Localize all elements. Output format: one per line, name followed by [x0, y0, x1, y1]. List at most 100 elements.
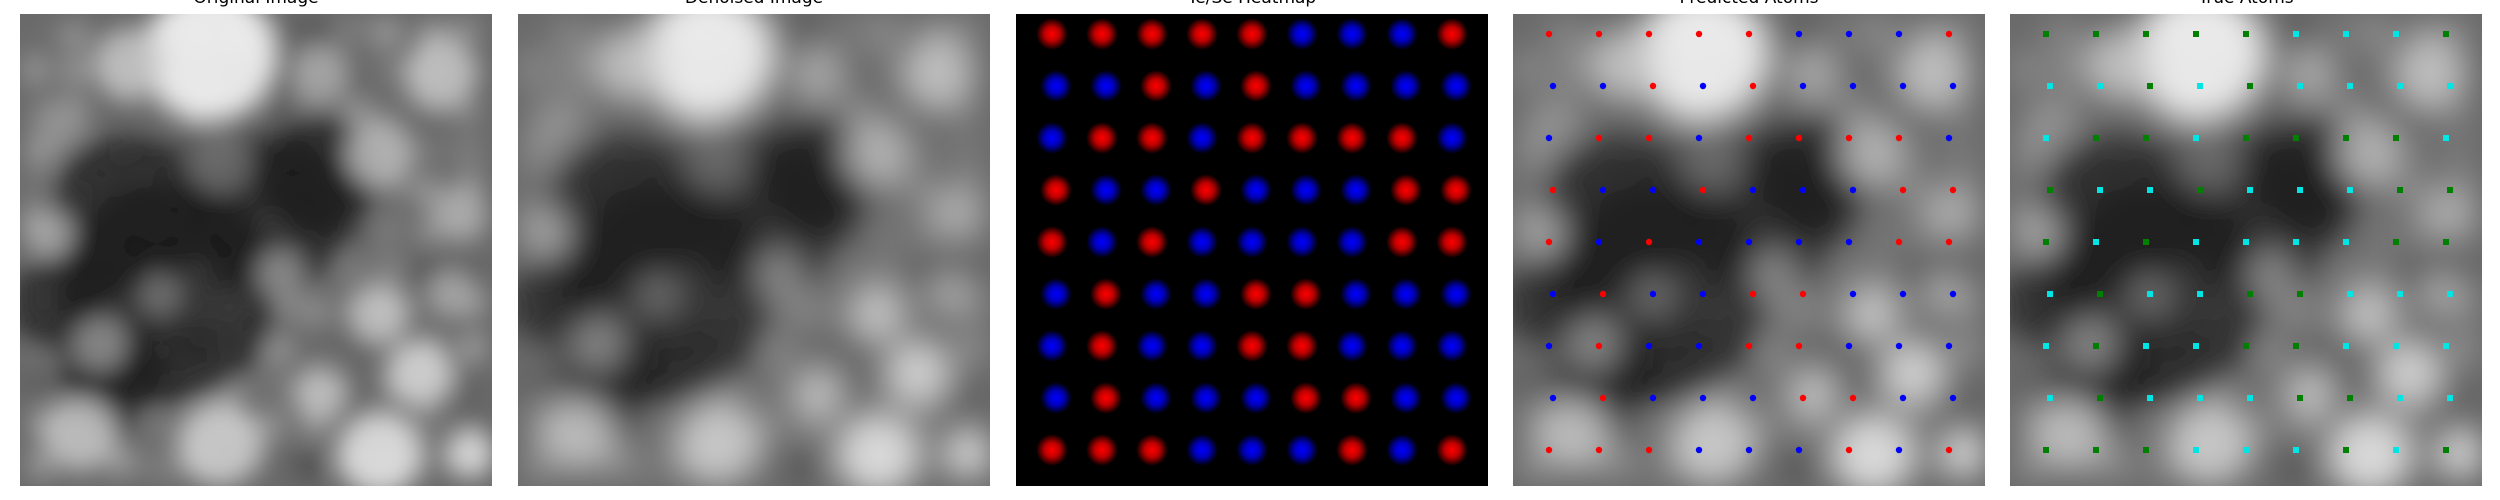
panel-te-se-heatmap: Te/Se Heatmap — [1016, 0, 1488, 500]
bright-region — [1831, 412, 1915, 486]
bright-region — [2340, 284, 2400, 344]
true-te-atom — [2043, 239, 2049, 245]
true-te-atom — [2447, 187, 2453, 193]
texture-spot — [519, 15, 552, 48]
texture-spot — [1865, 253, 1898, 286]
bright-region — [446, 430, 492, 478]
bright-region — [754, 250, 802, 298]
true-se-atom — [2097, 187, 2103, 193]
texture-spot — [448, 371, 481, 404]
true-se-atom — [2347, 187, 2353, 193]
se-peak — [1386, 18, 1418, 50]
predicted-se-atom — [1745, 238, 1753, 246]
texture-spot — [1634, 411, 1667, 444]
true-se-atom — [2397, 291, 2403, 297]
texture-spot — [1906, 403, 1939, 436]
texture-spot — [642, 451, 675, 484]
texture-spot — [335, 254, 368, 287]
texture-spot — [370, 214, 403, 247]
true-se-atom — [2397, 395, 2403, 401]
predicted-se-atom — [1549, 290, 1557, 298]
bright-region — [33, 97, 87, 151]
true-te-atom — [2343, 135, 2349, 141]
bright-region — [688, 134, 748, 194]
texture-spot — [759, 333, 792, 366]
true-te-atom — [2047, 187, 2053, 193]
te-peak — [1036, 18, 1068, 50]
true-te-atom — [2043, 31, 2049, 37]
predicted-te-atom — [1799, 394, 1807, 402]
te-peak — [1186, 18, 1218, 50]
bright-region — [404, 38, 476, 110]
true-te-atom — [2097, 291, 2103, 297]
image-texture — [20, 14, 492, 486]
texture-spot — [2360, 214, 2393, 247]
bright-region — [2084, 28, 2156, 100]
texture-spot — [2048, 20, 2081, 53]
bright-region — [350, 284, 410, 344]
se-peak — [1336, 330, 1368, 362]
panel-predicted-atoms: Predicted Atoms — [1513, 0, 1985, 500]
texture-spot — [2446, 331, 2479, 364]
predicted-te-atom — [1749, 290, 1757, 298]
se-peak — [1136, 330, 1168, 362]
bright-region — [94, 28, 166, 100]
bright-region — [2436, 430, 2482, 478]
texture-spot — [25, 448, 58, 481]
bright-region — [1919, 270, 1967, 318]
bright-region — [2023, 97, 2077, 151]
bright-region — [2063, 317, 2117, 371]
predicted-se-atom — [1945, 134, 1953, 142]
bright-region — [1637, 14, 1769, 120]
texture-spot — [412, 135, 445, 168]
te-peak — [1140, 70, 1172, 102]
texture-spot — [1551, 20, 1584, 53]
true-te-atom — [2393, 239, 2399, 245]
bright-region — [637, 273, 679, 315]
predicted-se-atom — [1899, 290, 1907, 298]
texture-spot — [950, 136, 983, 169]
predicted-se-atom — [1695, 446, 1703, 454]
true-se-atom — [2193, 343, 2199, 349]
true-te-atom — [2043, 447, 2049, 453]
predicted-se-atom — [1599, 82, 1607, 90]
bright-region — [1683, 134, 1743, 194]
se-peak — [1190, 382, 1222, 414]
bright-region — [139, 273, 181, 315]
true-se-atom — [2193, 239, 2199, 245]
bright-region — [44, 398, 116, 470]
texture-spot — [410, 175, 443, 208]
se-peak — [1286, 434, 1318, 466]
texture-spot — [452, 136, 485, 169]
predicted-se-atom — [1545, 134, 1553, 142]
true-se-atom — [2297, 83, 2303, 89]
te-peak — [1236, 122, 1268, 154]
predicted-se-atom — [1745, 446, 1753, 454]
texture-spot — [139, 98, 172, 131]
te-peak — [1086, 434, 1118, 466]
texture-spot — [2246, 408, 2279, 441]
te-peak — [1436, 18, 1468, 50]
texture-spot — [518, 54, 550, 87]
texture-spot — [334, 14, 367, 47]
texture-spot — [2095, 445, 2128, 478]
predicted-se-atom — [1795, 30, 1803, 38]
panel-title: Predicted Atoms — [1513, 0, 1985, 8]
true-te-atom — [2097, 395, 2103, 401]
image-texture — [2010, 14, 2482, 486]
true-te-atom — [2443, 31, 2449, 37]
texture-spot — [2286, 328, 2319, 361]
predicted-te-atom — [1945, 238, 1953, 246]
predicted-atoms-image — [1513, 14, 1985, 486]
se-peak — [1140, 278, 1172, 310]
texture-spot — [1941, 371, 1974, 404]
true-se-atom — [2043, 343, 2049, 349]
texture-spot — [911, 403, 944, 436]
bright-region — [1843, 284, 1903, 344]
true-te-atom — [2443, 447, 2449, 453]
texture-spot — [297, 294, 330, 327]
bright-region — [931, 187, 985, 241]
true-te-atom — [2393, 135, 2399, 141]
texture-spot — [21, 173, 54, 206]
texture-spot — [1749, 368, 1782, 401]
